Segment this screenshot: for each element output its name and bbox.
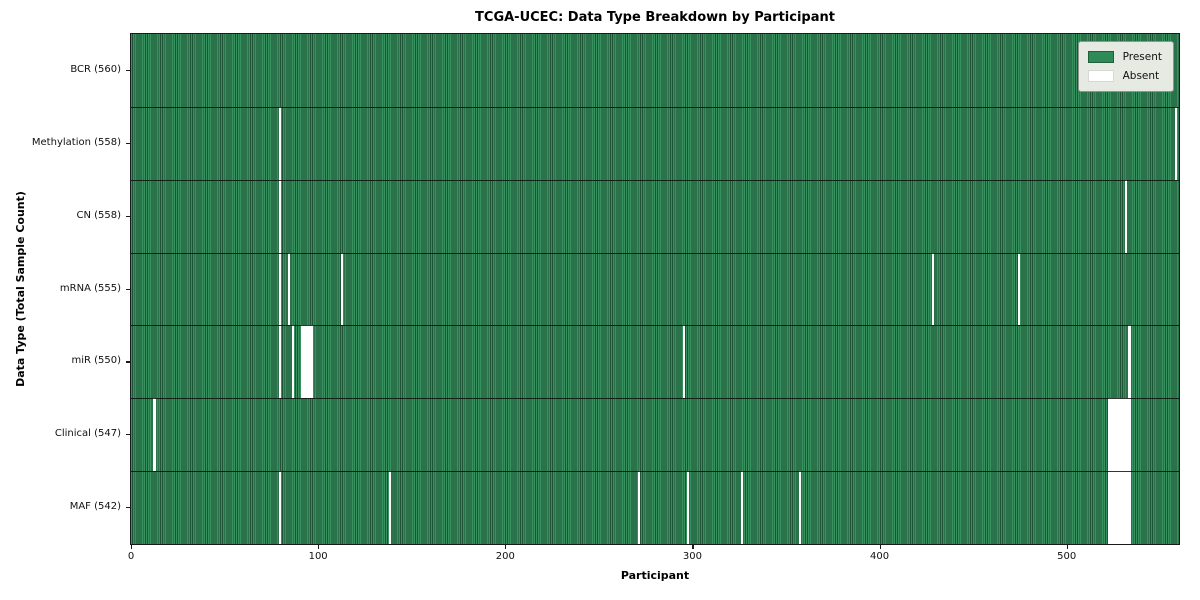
legend-label-absent: Absent bbox=[1122, 70, 1160, 82]
absent-stripe bbox=[153, 398, 156, 472]
absent-stripe bbox=[686, 471, 689, 544]
y-tick-label: CN (558) bbox=[76, 209, 121, 221]
absent-stripe bbox=[278, 325, 281, 399]
x-tick-label: 400 bbox=[870, 551, 890, 562]
absent-stripe bbox=[278, 252, 281, 326]
legend-label-present: Present bbox=[1122, 51, 1162, 63]
y-tick-label: miR (550) bbox=[71, 355, 121, 367]
absent-stripe bbox=[310, 325, 313, 399]
y-tick-mark bbox=[126, 507, 130, 509]
x-tick-label: 200 bbox=[495, 551, 515, 562]
absent-stripe bbox=[291, 325, 295, 399]
absent-stripe bbox=[638, 471, 641, 544]
y-tick-mark bbox=[126, 215, 130, 217]
y-tick-mark bbox=[126, 288, 130, 290]
row-separator bbox=[131, 471, 1179, 473]
row-separator bbox=[131, 398, 1179, 400]
absent-stripe bbox=[683, 325, 686, 399]
y-tick-label: MAF (542) bbox=[69, 501, 121, 513]
x-tick-mark bbox=[692, 545, 694, 549]
absent-stripe bbox=[389, 471, 392, 544]
legend: Present Absent bbox=[1077, 41, 1174, 92]
x-tick-mark bbox=[505, 545, 507, 549]
absent-swatch bbox=[1087, 70, 1114, 82]
x-tick-label: 100 bbox=[308, 551, 328, 562]
y-tick-mark bbox=[126, 142, 130, 144]
y-tick-label: BCR (560) bbox=[70, 63, 121, 75]
absent-stripe bbox=[288, 252, 291, 326]
x-tick-mark bbox=[318, 545, 320, 549]
absent-stripe bbox=[278, 106, 281, 180]
x-tick-mark bbox=[1066, 545, 1068, 549]
row-separator bbox=[131, 106, 1179, 108]
x-tick-label: 500 bbox=[1057, 551, 1077, 562]
absent-stripe bbox=[1128, 325, 1131, 399]
absent-stripe bbox=[741, 471, 744, 544]
absent-stripe bbox=[1128, 471, 1131, 544]
absent-stripe bbox=[278, 471, 281, 544]
absent-stripe bbox=[278, 179, 281, 253]
y-tick-mark bbox=[126, 69, 130, 72]
absent-stripe bbox=[931, 252, 935, 326]
y-tick-mark bbox=[126, 434, 130, 436]
legend-item-present: Present bbox=[1087, 51, 1162, 63]
y-tick-label: mRNA (555) bbox=[59, 282, 121, 294]
chart-title: TCGA-UCEC: Data Type Breakdown by Partic… bbox=[475, 10, 835, 25]
x-tick-label: 0 bbox=[127, 551, 135, 562]
absent-stripe bbox=[799, 471, 802, 544]
legend-item-absent: Absent bbox=[1087, 70, 1162, 82]
absent-stripe bbox=[1128, 398, 1131, 472]
absent-stripe bbox=[1175, 106, 1178, 180]
x-tick-mark bbox=[879, 545, 881, 549]
y-tick-mark bbox=[126, 361, 130, 363]
row-separator bbox=[131, 252, 1179, 254]
row-separator bbox=[131, 179, 1179, 181]
x-tick-mark bbox=[131, 545, 133, 549]
x-axis-title: Participant bbox=[620, 569, 690, 582]
absent-stripe bbox=[1018, 252, 1021, 326]
absent-stripe bbox=[340, 252, 343, 326]
y-tick-label: Methylation (558) bbox=[31, 136, 121, 148]
absent-stripe bbox=[1124, 179, 1127, 253]
plot-area: Present Absent bbox=[130, 33, 1180, 545]
y-tick-label: Clinical (547) bbox=[54, 428, 121, 440]
present-swatch bbox=[1087, 51, 1114, 63]
row-separator bbox=[131, 325, 1179, 327]
x-tick-label: 300 bbox=[682, 551, 702, 562]
